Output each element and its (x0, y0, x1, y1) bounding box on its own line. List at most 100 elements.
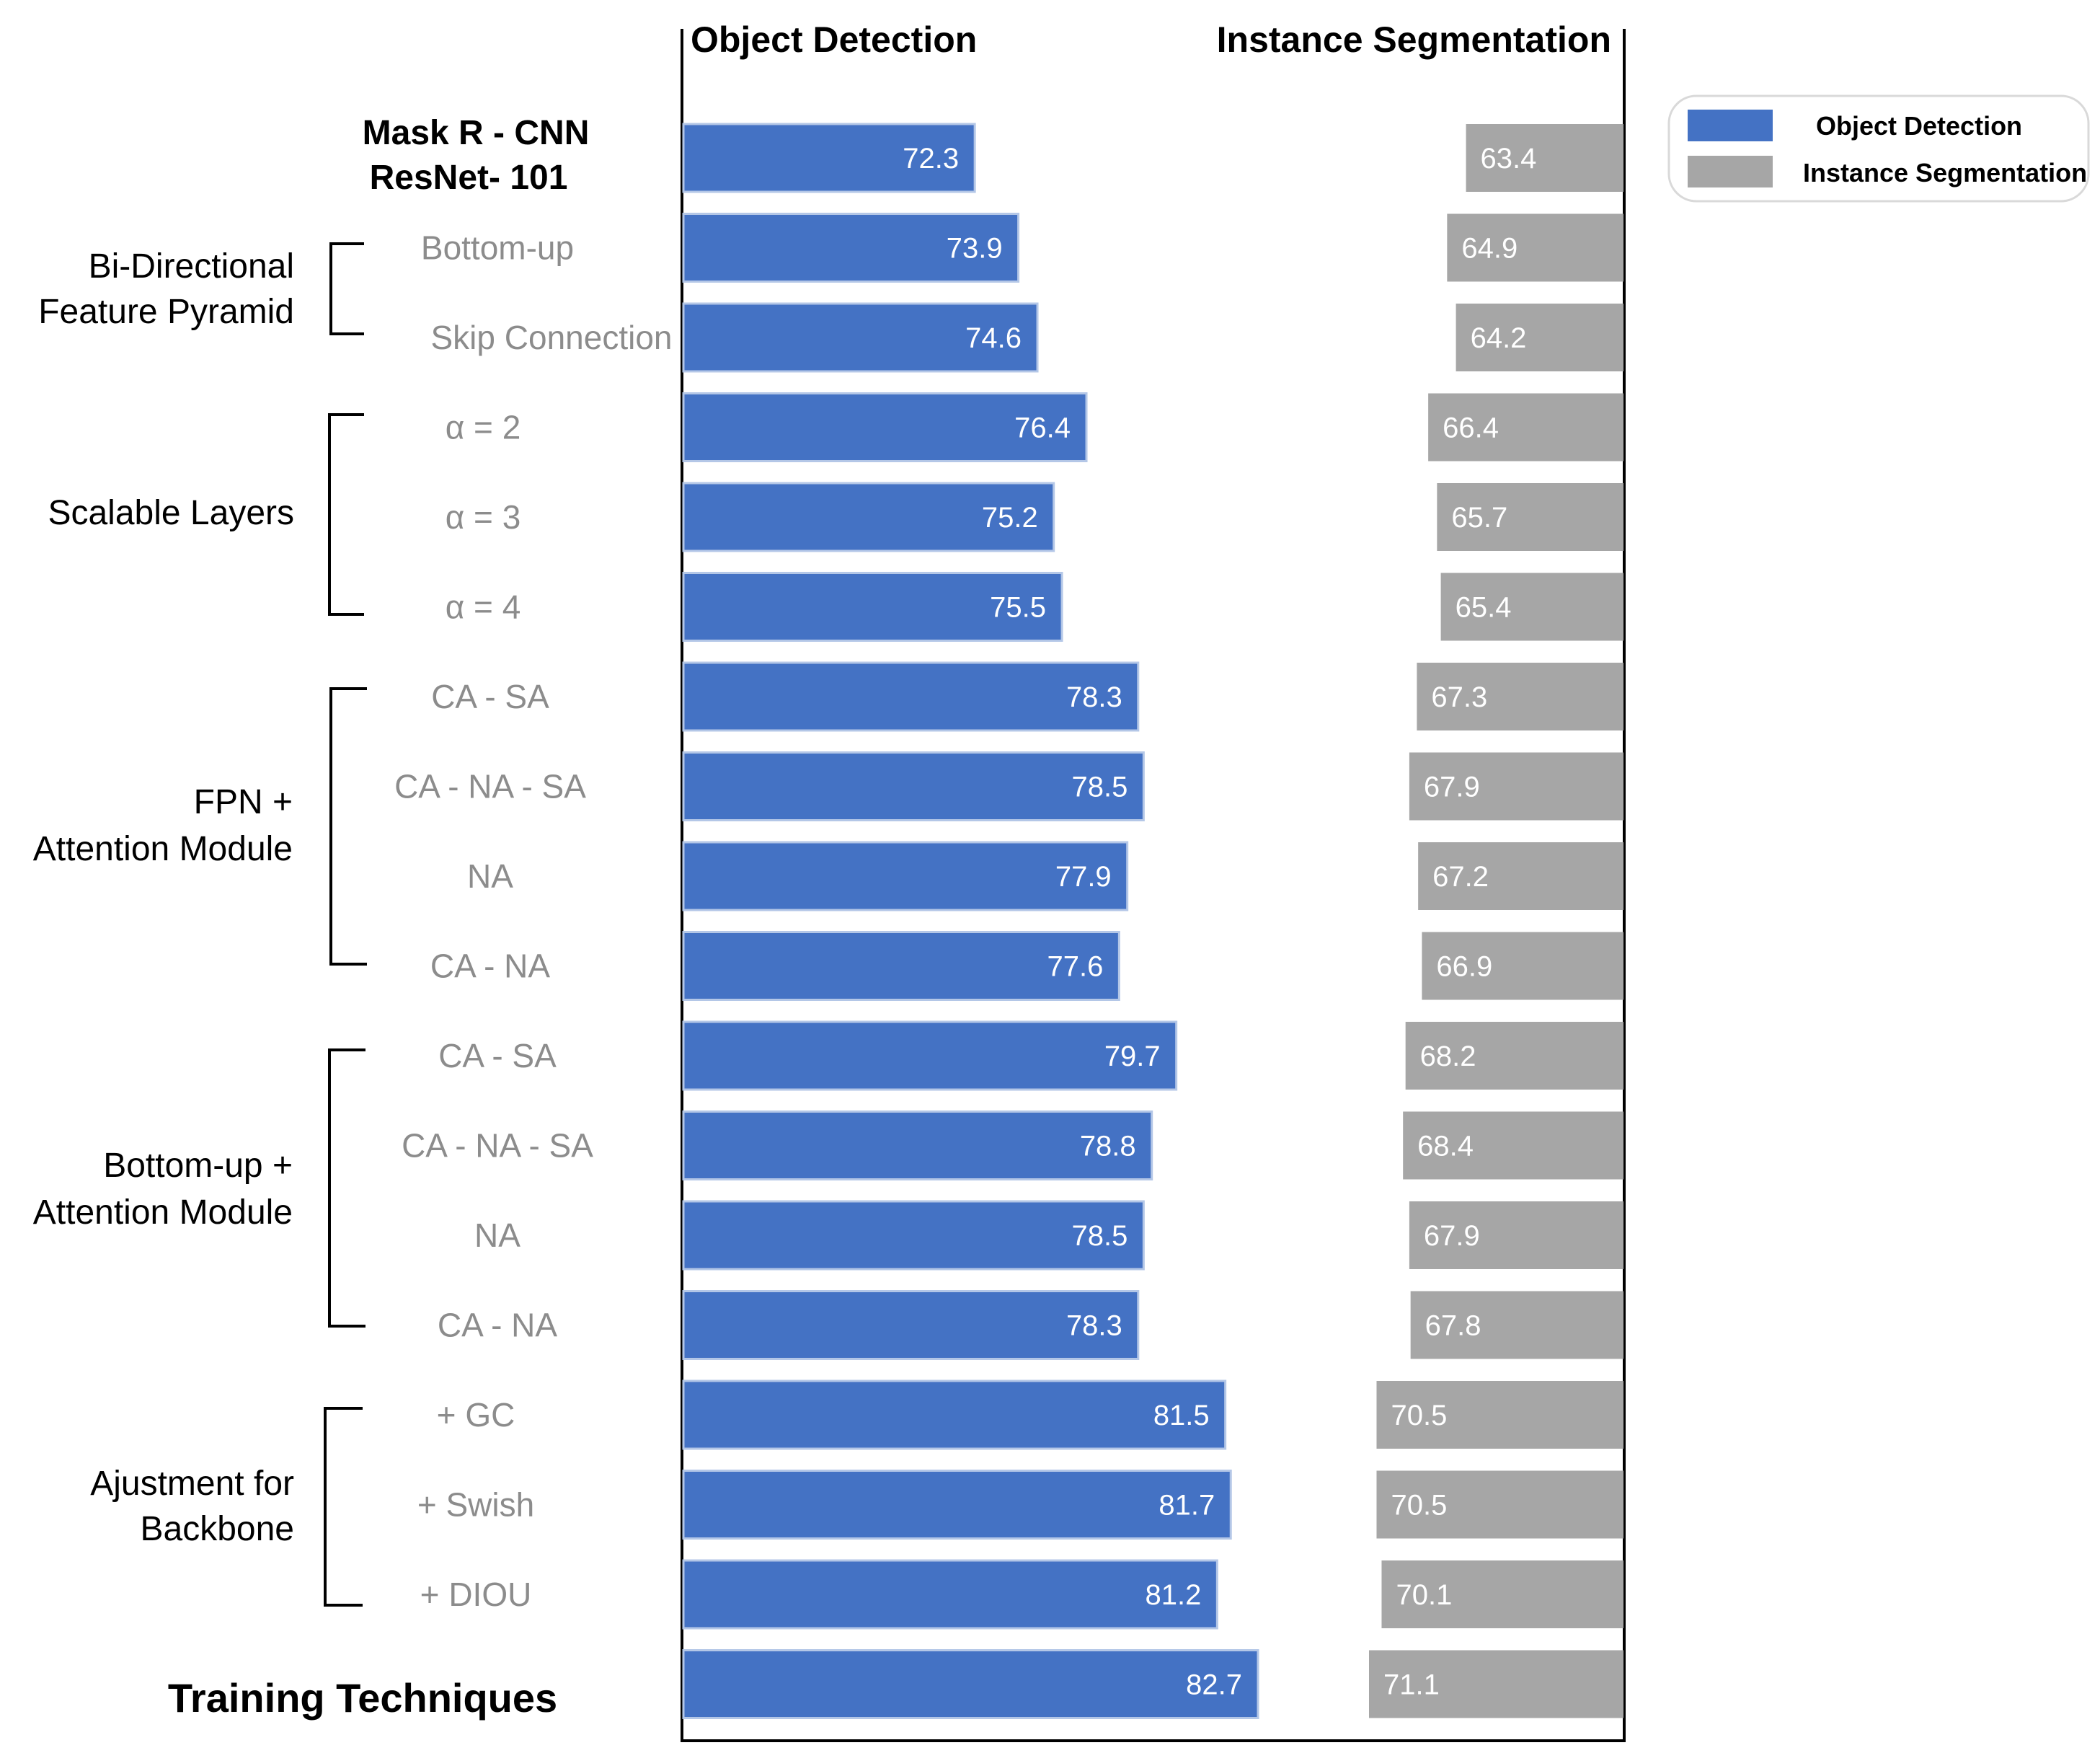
bar-object-detection (682, 1470, 1232, 1540)
legend-swatch-object-detection (1688, 110, 1773, 141)
bar-instance-segmentation (1409, 1201, 1623, 1269)
bar-object-detection (682, 661, 1140, 732)
header-instance-segmentation: Instance Segmentation (1217, 19, 1611, 60)
value-label-object-detection: 78.3 (1066, 1310, 1122, 1342)
value-label-object-detection: 74.6 (965, 322, 1022, 354)
bar-instance-segmentation (1376, 1470, 1623, 1539)
row-label: CA - NA - SA (394, 768, 586, 805)
row-label: Skip Connection (431, 319, 673, 356)
bracket-bifpn (329, 242, 364, 335)
bar-instance-segmentation (1410, 1291, 1623, 1359)
bar-object-detection (682, 123, 976, 193)
legend-label-instance-segmentation: Instance Segmentation (1803, 158, 2087, 187)
value-label-object-detection: 72.3 (903, 143, 959, 175)
bar-object-detection (682, 1020, 1178, 1091)
group-label-fpn-attention-line2: Attention Module (33, 830, 293, 868)
value-label-object-detection: 75.2 (982, 502, 1038, 534)
value-label-object-detection: 78.3 (1066, 681, 1122, 713)
bar-instance-segmentation (1405, 1022, 1623, 1090)
row-label: CA - SA (438, 1037, 557, 1074)
bar-instance-segmentation (1369, 1650, 1623, 1718)
bracket-fpn-attention (329, 687, 367, 966)
value-label-object-detection: 81.2 (1145, 1579, 1201, 1611)
value-label-object-detection: 75.5 (990, 592, 1046, 624)
value-label-instance-segmentation: 67.3 (1431, 681, 1487, 713)
bar-object-detection (682, 1290, 1140, 1360)
row-label: + GC (437, 1396, 515, 1434)
bar-instance-segmentation (1417, 663, 1623, 730)
row-label: Bottom-up (421, 229, 574, 267)
bar-instance-segmentation (1428, 393, 1623, 462)
bar-instance-segmentation (1422, 932, 1623, 1000)
value-label-instance-segmentation: 67.2 (1432, 861, 1489, 893)
value-label-object-detection: 77.9 (1055, 861, 1112, 893)
bars: 72.3 73.9 74.6 76.4 75.2 75.5 78.3 78.5 77.9 77.6… (682, 123, 1623, 1719)
baseline-label-line2: ResNet- 101 (370, 159, 568, 197)
row-labels: Bottom-up Skip Connection α = 2 α = 3 α = 4 C… (394, 229, 672, 1614)
bar-instance-segmentation (1456, 304, 1623, 371)
bar-object-detection (682, 482, 1055, 552)
value-label-instance-segmentation: 64.2 (1471, 322, 1527, 354)
group-label-backbone-line1: Ajustment for (90, 1465, 294, 1503)
bar-instance-segmentation (1418, 842, 1623, 910)
value-label-object-detection: 81.7 (1158, 1490, 1215, 1522)
group-label-bottomup-attention-line2: Attention Module (33, 1193, 293, 1232)
value-label-instance-segmentation: 68.4 (1417, 1131, 1474, 1162)
value-label-instance-segmentation: 71.1 (1383, 1669, 1440, 1701)
value-label-instance-segmentation: 64.9 (1461, 233, 1518, 265)
row-label: α = 2 (446, 409, 521, 446)
value-label-object-detection: 82.7 (1186, 1669, 1242, 1701)
bar-object-detection (682, 1200, 1145, 1271)
bar-object-detection (682, 213, 1020, 283)
bar-object-detection (682, 841, 1129, 911)
row-label: α = 4 (446, 588, 521, 626)
legend-swatch-instance-segmentation (1688, 156, 1773, 187)
bar-instance-segmentation (1376, 1381, 1623, 1449)
value-label-object-detection: 81.5 (1153, 1400, 1210, 1431)
legend: Object Detection Instance Segmentation (1667, 94, 2090, 203)
legend-box (1667, 94, 2090, 203)
legend-label-object-detection: Object Detection (1816, 111, 2022, 141)
value-label-object-detection: 77.6 (1047, 951, 1104, 983)
value-label-instance-segmentation: 67.9 (1424, 1220, 1480, 1252)
group-label-bifpn-line2: Feature Pyramid (38, 293, 294, 331)
value-label-instance-segmentation: 70.5 (1391, 1400, 1447, 1431)
bar-object-detection (682, 1559, 1218, 1630)
baseline-label-line1: Mask R - CNN (363, 114, 590, 152)
value-label-object-detection: 79.7 (1104, 1041, 1161, 1072)
value-label-instance-segmentation: 67.8 (1425, 1310, 1481, 1342)
bracket-scalable (328, 413, 364, 616)
bar-object-detection (682, 1649, 1259, 1719)
value-label-instance-segmentation: 65.4 (1456, 592, 1512, 624)
bar-object-detection (682, 392, 1088, 462)
bar-instance-segmentation (1409, 752, 1623, 821)
value-label-instance-segmentation: 70.1 (1396, 1579, 1452, 1611)
bar-instance-segmentation (1381, 1560, 1623, 1628)
value-label-object-detection: 78.5 (1071, 1220, 1127, 1252)
bracket-backbone (324, 1407, 363, 1607)
row-label: CA - SA (431, 678, 549, 715)
row-label: CA - NA - SA (402, 1127, 593, 1165)
value-label-object-detection: 76.4 (1014, 412, 1071, 444)
row-label: + DIOU (420, 1576, 532, 1613)
bar-instance-segmentation (1447, 213, 1623, 282)
value-label-instance-segmentation: 65.7 (1451, 502, 1507, 534)
bar-instance-segmentation (1440, 573, 1623, 641)
row-label: CA - NA (430, 948, 550, 985)
bar-object-detection (682, 1110, 1153, 1180)
bar-instance-segmentation (1437, 483, 1623, 551)
value-label-instance-segmentation: 70.5 (1391, 1490, 1447, 1522)
bracket-bottomup-attention (328, 1048, 365, 1328)
value-label-instance-segmentation: 67.9 (1424, 772, 1480, 803)
bar-instance-segmentation (1466, 124, 1623, 192)
value-label-instance-segmentation: 66.4 (1443, 412, 1499, 444)
header-object-detection: Object Detection (691, 19, 977, 60)
bar-object-detection (682, 302, 1039, 373)
row-label: NA (474, 1216, 520, 1254)
row-label: α = 3 (446, 498, 521, 536)
bar-instance-segmentation (1403, 1111, 1623, 1180)
value-label-object-detection: 73.9 (947, 233, 1003, 265)
row-label: + Swish (417, 1486, 534, 1524)
group-label-scalable-line1: Scalable Layers (48, 494, 294, 532)
